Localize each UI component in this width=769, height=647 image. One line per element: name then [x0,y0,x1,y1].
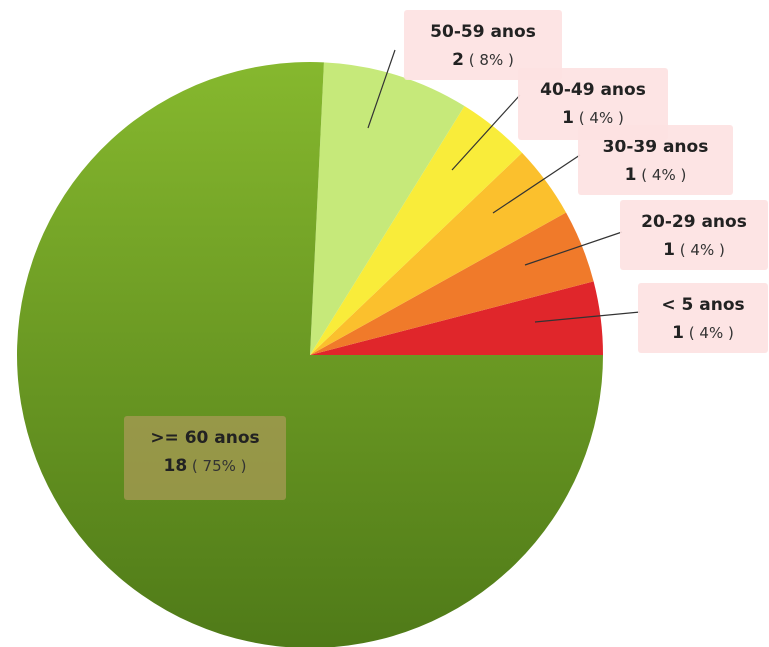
slice-label: 20-29 anos 1 ( 4% ) [620,200,768,270]
pie-slice [310,152,567,355]
leader-line [534,311,641,323]
slice-label-name: >= 60 anos [150,428,259,448]
leader-line [367,49,396,129]
slice-label-box [124,416,286,500]
slice-label-value: 1 ( 4% ) [663,240,725,260]
slice-label-value: 1 ( 4% ) [625,165,687,185]
pie-slice [310,281,603,355]
slice-label-box [518,68,668,140]
leader-line [451,94,521,171]
slice-label-name: 20-29 anos [641,212,747,232]
slice-label: 50-59 anos 2 ( 8% ) [404,10,562,80]
slice-label: >= 60 anos 18 ( 75% ) [124,416,286,500]
slice-label-name: < 5 anos [661,295,744,315]
slice-label: < 5 anos 1 ( 4% ) [638,283,768,353]
slice-label-value: 1 ( 4% ) [672,323,734,343]
slice-label: 40-49 anos 1 ( 4% ) [518,68,668,140]
slice-label-box [404,10,562,80]
slice-label-value: 18 ( 75% ) [163,456,246,476]
slice-label-value: 2 ( 8% ) [452,50,514,70]
leader-line [524,231,623,266]
pie-slice [310,212,594,355]
slice-label-box [578,125,733,195]
pie-slice [310,106,523,355]
pie-slice [310,62,465,355]
slice-label-box [620,200,768,270]
leader-line [492,154,581,214]
pie-slice [17,62,603,647]
slice-label: 30-39 anos 1 ( 4% ) [578,125,733,195]
slice-label-name: 40-49 anos [540,80,646,100]
slice-label-box [638,283,768,353]
slice-label-name: 30-39 anos [603,137,709,157]
slice-label-name: 50-59 anos [430,22,536,42]
slice-label-value: 1 ( 4% ) [562,108,624,128]
